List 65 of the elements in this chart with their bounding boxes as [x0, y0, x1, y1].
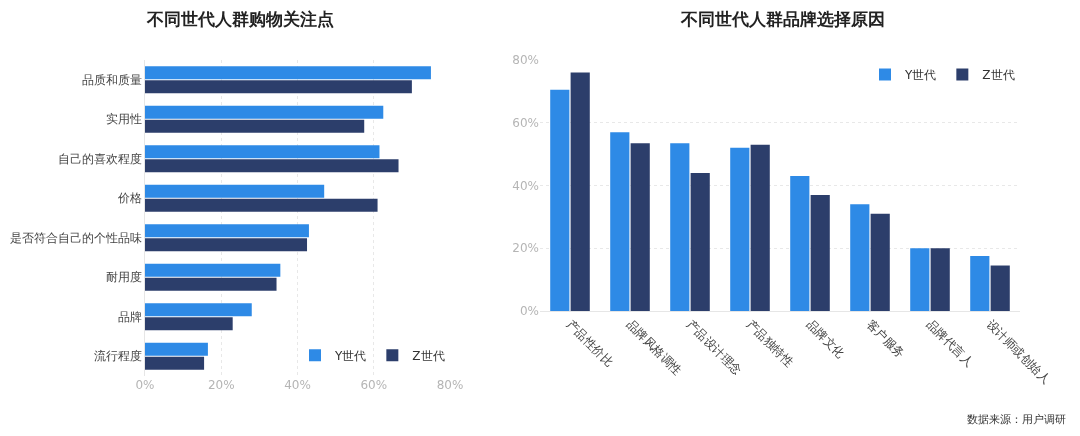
x-tick-label: 品牌风格调性: [623, 316, 685, 378]
bar: [690, 172, 710, 311]
bar: [970, 256, 990, 311]
y-tick-label: 40%: [512, 178, 539, 193]
y-tick-label: 0%: [519, 304, 539, 319]
y-tick-label: 20%: [512, 241, 539, 256]
bar: [145, 238, 308, 252]
x-tick-label: 产品设计理念: [683, 316, 745, 378]
y-tick-label: 品牌: [117, 309, 142, 324]
bar: [790, 176, 810, 311]
x-tick-label: 40%: [284, 378, 311, 392]
x-tick-label: 品牌文化: [803, 316, 848, 361]
bar: [145, 303, 252, 317]
bar: [145, 263, 281, 277]
bar: [145, 145, 380, 159]
bar: [145, 66, 431, 80]
bar: [145, 277, 277, 291]
bar: [145, 342, 208, 356]
y-tick-label: 流行程度: [93, 349, 142, 364]
x-tick-label: 客户服务: [863, 316, 908, 361]
bar: [870, 213, 890, 311]
bar: [610, 132, 630, 311]
bar: [145, 356, 205, 370]
x-tick-label: 品牌代言人: [923, 316, 976, 370]
y-tick-label: 实用性: [105, 112, 142, 127]
bar: [810, 194, 830, 311]
y-tick-label: 60%: [512, 115, 539, 130]
y-tick-label: 自己的喜欢程度: [57, 151, 142, 166]
bar: [750, 144, 770, 311]
bar: [145, 198, 378, 212]
bar: [145, 105, 384, 119]
bar: [850, 204, 870, 311]
chart-title: 不同世代人群购物关注点: [145, 8, 334, 29]
x-tick-label: 80%: [436, 378, 464, 392]
source-note: 数据来源：用户调研: [967, 413, 1066, 426]
bar: [930, 248, 950, 311]
bar: [670, 143, 690, 311]
x-tick-label: 60%: [360, 378, 388, 392]
legend-label: Z世代: [412, 348, 445, 363]
x-tick-label: 20%: [207, 378, 235, 392]
bar: [910, 248, 930, 311]
bar: [145, 184, 325, 198]
y-tick-label: 价格: [116, 191, 142, 206]
y-tick-label: 品质和质量: [81, 72, 142, 87]
x-tick-label: 产品性价比: [563, 316, 616, 370]
bar: [990, 265, 1010, 311]
y-tick-label: 是否符合自己的个性品味: [9, 230, 142, 245]
bar: [730, 147, 750, 311]
x-tick-label: 产品独特性: [743, 316, 796, 370]
y-tick-label: 80%: [512, 53, 539, 68]
bar: [145, 119, 365, 133]
legend-label: Y世代: [334, 348, 367, 363]
y-tick-label: 耐用度: [105, 270, 142, 285]
bar: [630, 143, 650, 311]
bar: [570, 72, 590, 311]
bar: [145, 317, 233, 331]
x-tick-label: 0%: [135, 378, 155, 392]
bar: [550, 89, 570, 311]
bar: [145, 224, 309, 238]
chart-title: 不同世代人群品牌选择原因: [679, 8, 885, 29]
legend-label: Z世代: [982, 68, 1015, 83]
x-tick-label: 设计师或创始人: [983, 316, 1053, 387]
bar: [145, 159, 399, 173]
legend-label: Y世代: [904, 68, 937, 83]
bar: [145, 80, 412, 94]
